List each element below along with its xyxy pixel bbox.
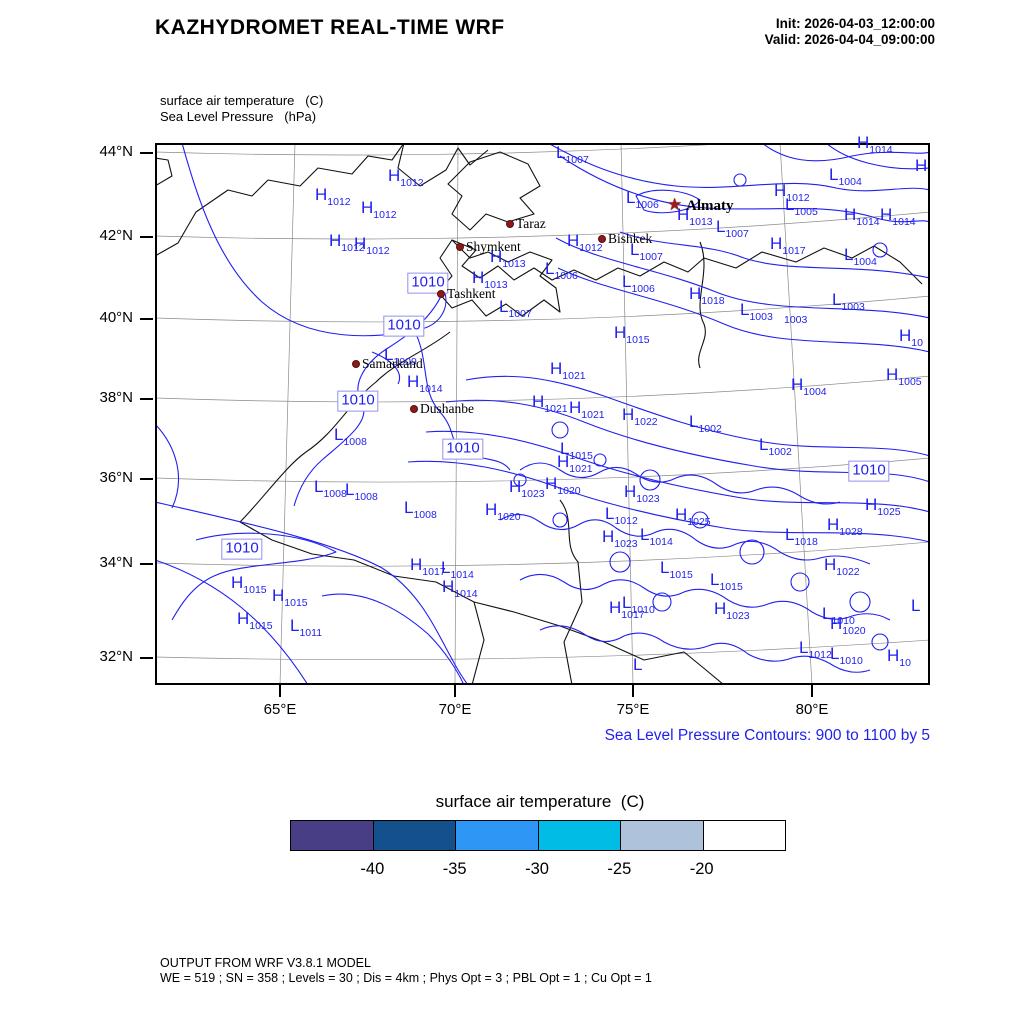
init-timestamp: Init: 2026-04-03_12:00:00 (775, 16, 935, 31)
lat-tick-mark (140, 657, 153, 659)
lat-tick: 40°N (0, 310, 155, 326)
lat-tick-label: 38°N (99, 389, 133, 406)
lat-tick: 34°N (0, 555, 155, 571)
colorbar-tick-label: -30 (525, 860, 549, 878)
colorbar-segment (621, 821, 704, 850)
colorbar-segment (703, 821, 785, 850)
lon-tick-mark (811, 685, 813, 697)
lat-tick: 38°N (0, 390, 155, 406)
slp-contours-note: Sea Level Pressure Contours: 900 to 1100… (604, 727, 930, 744)
lat-tick: 32°N (0, 649, 155, 665)
lat-tick-mark (140, 236, 153, 238)
lon-tick-label: 80°E (795, 701, 829, 718)
colorbar-tick-label: -20 (689, 860, 714, 878)
lat-tick-mark (140, 152, 153, 154)
lon-tick-label: 65°E (263, 701, 297, 718)
colorbar-segment (456, 821, 539, 850)
lat-tick-label: 34°N (99, 554, 133, 571)
lon-tick-label: 70°E (438, 701, 472, 718)
lat-tick-mark (140, 563, 153, 565)
lon-tick-label: 75°E (616, 701, 650, 718)
page-title: KAZHYDROMET REAL-TIME WRF (155, 16, 505, 39)
lat-tick-label: 40°N (99, 309, 133, 326)
lon-tick-mark (632, 685, 634, 697)
colorbar-segment (291, 821, 374, 850)
valid-timestamp: Valid: 2026-04-04_09:00:00 (764, 32, 935, 47)
lat-tick-mark (140, 318, 153, 320)
map-frame (155, 143, 930, 685)
field-label-temperature: surface air temperature (C) (160, 93, 324, 108)
lat-tick-label: 42°N (99, 227, 133, 244)
lat-tick-label: 44°N (99, 143, 133, 160)
lon-tick-mark (279, 685, 281, 697)
field-label-pressure: Sea Level Pressure (hPa) (160, 109, 317, 124)
colorbar-segment (373, 821, 456, 850)
lat-tick: 36°N (0, 470, 155, 486)
footer-config-line: WE = 519 ; SN = 358 ; Levels = 30 ; Dis … (160, 971, 652, 985)
colorbar (290, 820, 786, 851)
colorbar-tick-label: -25 (607, 860, 632, 878)
lat-tick-label: 36°N (99, 469, 133, 486)
colorbar-segment (538, 821, 621, 850)
colorbar-tick-labels: -40 -35 -30 -25 -20 (290, 860, 784, 882)
colorbar-title: surface air temperature (C) (435, 792, 645, 811)
footer-model-line: OUTPUT FROM WRF V3.8.1 MODEL (160, 956, 371, 970)
colorbar-tick-label: -40 (360, 860, 385, 878)
lon-tick-mark (454, 685, 456, 697)
lat-tick-mark (140, 398, 153, 400)
colorbar-tick-label: -35 (442, 860, 467, 878)
lat-tick: 42°N (0, 228, 155, 244)
lat-tick: 44°N (0, 144, 155, 160)
lat-tick-label: 32°N (99, 648, 133, 665)
lat-tick-mark (140, 478, 153, 480)
